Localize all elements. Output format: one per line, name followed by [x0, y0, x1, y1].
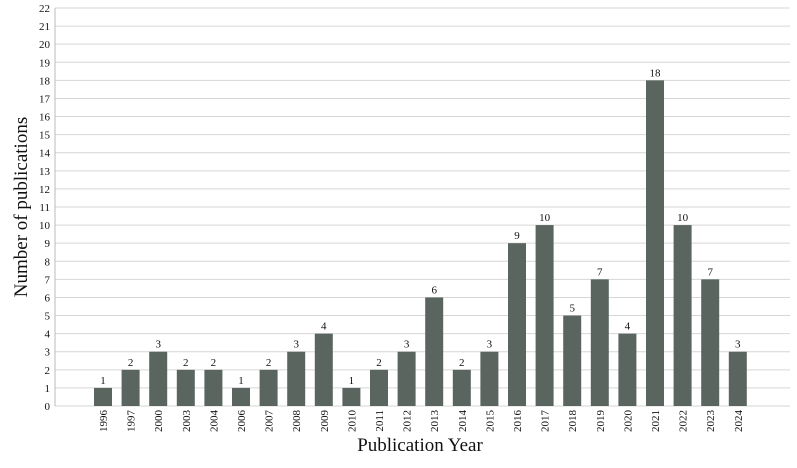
- x-tick-label: 2022: [678, 410, 690, 432]
- x-tick-label: 2016: [512, 410, 524, 433]
- bar: [618, 333, 637, 406]
- x-tick-label: 2004: [208, 410, 220, 433]
- data-label: 4: [321, 321, 327, 333]
- y-axis-title: Number of publications: [11, 117, 32, 297]
- y-tick-label: 16: [39, 112, 51, 124]
- bar: [259, 369, 278, 406]
- x-tick-label: 2009: [319, 410, 331, 433]
- y-tick-label: 11: [39, 202, 50, 214]
- y-tick-label: 12: [39, 184, 50, 196]
- data-label: 1: [349, 375, 355, 387]
- y-tick-label: 18: [39, 75, 51, 87]
- x-tick-label: 2008: [291, 410, 303, 433]
- x-tick-label: 2014: [457, 410, 469, 433]
- data-label: 5: [569, 303, 575, 315]
- data-label: 4: [625, 321, 631, 333]
- x-tick-label: 2010: [346, 410, 358, 433]
- bar: [314, 333, 333, 406]
- y-tick-label: 0: [45, 401, 51, 413]
- y-tick-label: 8: [45, 256, 51, 268]
- x-tick-label: 1996: [98, 410, 110, 433]
- bar: [590, 279, 609, 406]
- data-label: 3: [735, 339, 741, 351]
- bar: [204, 369, 223, 406]
- bar: [728, 351, 747, 406]
- data-label: 7: [597, 266, 603, 278]
- y-tick-label: 9: [45, 238, 51, 250]
- bar: [701, 279, 720, 406]
- x-tick-label: 2021: [650, 410, 662, 432]
- data-label: 1: [238, 375, 244, 387]
- y-tick-label: 20: [39, 39, 51, 51]
- y-tick-label: 17: [39, 93, 51, 105]
- data-label: 18: [650, 67, 662, 79]
- bar: [232, 387, 250, 406]
- bar: [673, 225, 692, 406]
- x-tick-label: 2024: [733, 410, 745, 433]
- y-tick-label: 15: [39, 130, 51, 142]
- y-tick-label: 14: [39, 148, 51, 160]
- x-tick-label: 2006: [236, 410, 248, 433]
- x-tick-label: 2015: [484, 410, 496, 433]
- data-label: 7: [707, 266, 713, 278]
- y-tick-label: 22: [39, 3, 50, 15]
- x-tick-label: 2011: [374, 410, 386, 432]
- y-tick-label: 4: [45, 329, 51, 341]
- bar: [121, 369, 140, 406]
- x-tick-label: 2012: [402, 410, 414, 432]
- y-tick-label: 5: [45, 311, 51, 323]
- bar: [480, 351, 499, 406]
- y-tick-label: 19: [39, 57, 51, 69]
- data-label: 2: [459, 357, 465, 369]
- bar: [397, 351, 416, 406]
- data-label: 1: [100, 375, 106, 387]
- data-label: 6: [431, 284, 437, 296]
- x-tick-label: 2018: [567, 410, 579, 433]
- y-tick-label: 13: [39, 166, 51, 178]
- y-tick-label: 1: [45, 383, 51, 395]
- bar: [176, 369, 195, 406]
- x-tick-label: 2019: [595, 410, 607, 433]
- bar: [287, 351, 306, 406]
- data-label: 3: [404, 339, 410, 351]
- bar: [425, 297, 444, 406]
- data-label: 2: [266, 357, 272, 369]
- data-label: 9: [514, 230, 520, 242]
- y-tick-label: 3: [45, 347, 51, 359]
- bar: [370, 369, 388, 406]
- x-tick-label: 2007: [264, 410, 276, 433]
- data-label: 10: [539, 212, 551, 224]
- data-label: 3: [293, 339, 299, 351]
- x-tick-label: 1997: [126, 410, 138, 433]
- bar: [535, 225, 554, 406]
- x-tick-label: 2020: [622, 410, 634, 433]
- data-label: 3: [487, 339, 493, 351]
- data-label: 2: [376, 357, 382, 369]
- y-tick-label: 6: [45, 292, 51, 304]
- bar: [94, 387, 112, 406]
- bar: [342, 387, 361, 406]
- bar: [508, 243, 526, 406]
- data-label: 2: [211, 357, 217, 369]
- x-tick-label: 2000: [153, 410, 165, 433]
- data-label: 2: [183, 357, 189, 369]
- y-tick-label: 7: [45, 274, 51, 286]
- x-tick-label: 2013: [429, 410, 441, 433]
- bar: [646, 80, 664, 406]
- x-tick-label: 2023: [705, 410, 717, 433]
- bar: [149, 351, 168, 406]
- data-label: 10: [677, 212, 689, 224]
- y-tick-label: 10: [39, 220, 51, 232]
- bar: [452, 369, 471, 406]
- y-tick-label: 21: [39, 21, 50, 33]
- x-tick-label: 2017: [540, 410, 552, 433]
- y-tick-label: 2: [45, 365, 51, 377]
- x-tick-label: 2003: [181, 410, 193, 433]
- x-axis-title: Publication Year: [357, 435, 483, 456]
- data-label: 3: [155, 339, 161, 351]
- bar: [563, 315, 582, 406]
- data-label: 2: [128, 357, 134, 369]
